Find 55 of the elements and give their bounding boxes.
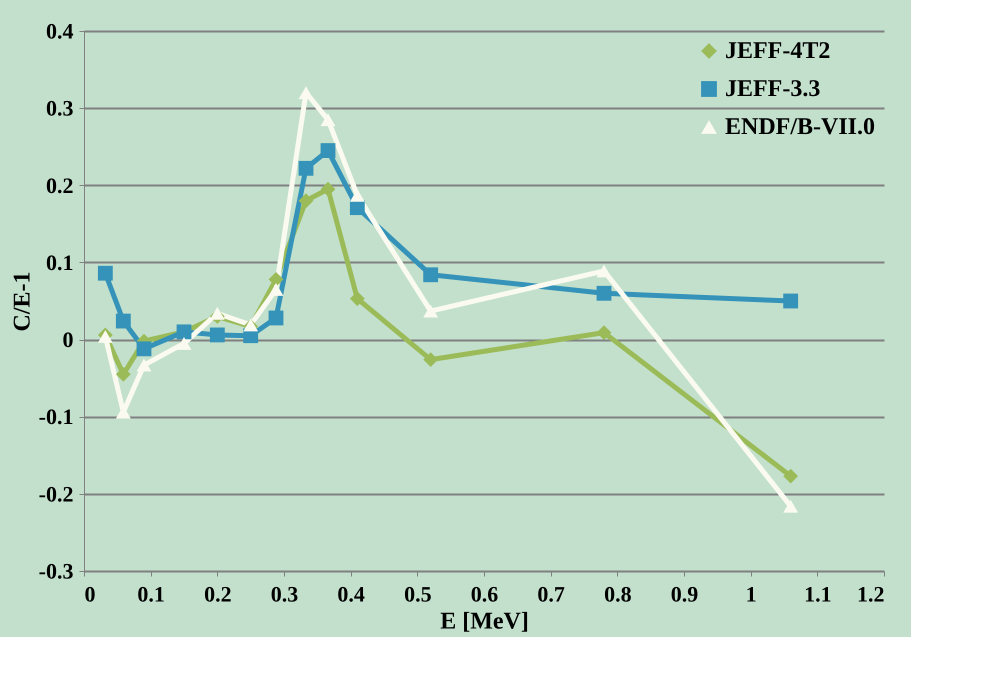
point	[423, 304, 438, 318]
y-tick-label: 0.4	[46, 18, 74, 44]
point	[136, 358, 152, 372]
point	[596, 325, 612, 340]
point	[350, 291, 365, 306]
point	[268, 272, 284, 287]
x-tick-label: 1.1	[804, 582, 832, 606]
point	[423, 267, 438, 282]
legend-label: JEFF-3.3	[725, 76, 820, 102]
point	[210, 328, 225, 342]
y-tick-label: -0.1	[38, 404, 74, 430]
point	[136, 341, 152, 356]
x-tick-label: 0.6	[470, 582, 498, 606]
y-tick-label: 0	[62, 327, 74, 352]
point	[320, 143, 336, 158]
legend-label: JEFF-4T2	[725, 38, 830, 64]
point	[268, 310, 284, 326]
point	[210, 306, 225, 320]
x-tick-label: 0.2	[204, 582, 232, 606]
point	[298, 86, 314, 100]
x-tick-label: 1	[746, 582, 757, 606]
y-tick-label: 0.2	[46, 172, 74, 198]
y-tick-label: -0.3	[38, 558, 74, 584]
y-tick-label: -0.2	[38, 481, 74, 506]
legend-label: ENDF/B-VII.0	[725, 114, 876, 140]
point	[320, 113, 336, 126]
point	[596, 286, 612, 301]
x-tick-label: 0.4	[337, 582, 365, 606]
x-tick-label: 1.2	[857, 582, 884, 606]
x-tick-label: 0.5	[404, 582, 432, 606]
point	[350, 188, 365, 202]
x-tick-label: 0.9	[670, 582, 698, 606]
point	[783, 500, 798, 513]
x-tick-label: 0.1	[137, 582, 165, 606]
point	[98, 266, 113, 281]
point	[596, 264, 612, 278]
point	[176, 337, 192, 350]
point	[423, 352, 438, 368]
point	[783, 294, 798, 308]
point	[298, 193, 314, 208]
y-tick-label: 0.3	[46, 96, 74, 121]
point	[320, 182, 336, 197]
point	[268, 283, 284, 296]
point	[116, 366, 131, 382]
x-tick-label: 0.8	[604, 582, 632, 606]
point	[298, 160, 314, 176]
x-axis-title: E [MeV]	[440, 608, 529, 634]
x-tick-label: 0.3	[270, 582, 298, 606]
x-tick-label: 0.7	[537, 582, 565, 606]
x-tick-label: 0	[84, 582, 96, 606]
y-axis-title: C/E-1	[10, 272, 36, 332]
point	[350, 200, 365, 216]
y-tick-label: 0.1	[46, 250, 74, 275]
point	[783, 468, 798, 484]
point	[116, 314, 131, 328]
